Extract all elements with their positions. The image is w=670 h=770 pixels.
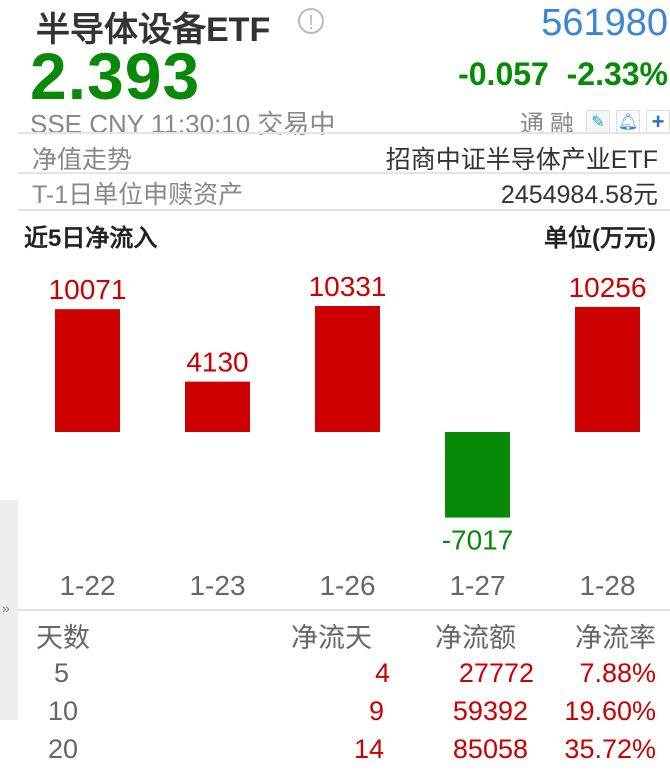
- bar-value-label: 10071: [49, 274, 127, 305]
- cell-inflow-amount: 27772: [458, 657, 534, 688]
- fund-name: 半导体设备ETF: [36, 11, 271, 49]
- bar-value-label: 4130: [186, 347, 248, 378]
- change-value: -0.057: [458, 56, 549, 92]
- bar-1-23: [185, 381, 250, 432]
- col-inflow-amount: 净流额: [435, 622, 516, 653]
- x-tick-label: 1-22: [59, 570, 115, 601]
- cell-inflow-days: 4: [374, 657, 390, 688]
- divider: [18, 209, 670, 211]
- cell-days: 5: [54, 657, 70, 688]
- cell-inflow-days: 14: [353, 733, 384, 764]
- divider: [18, 132, 670, 134]
- x-tick-label: 1-27: [449, 570, 505, 601]
- col-inflow-rate: 净流率: [575, 622, 656, 653]
- section-title: 近5日净流入: [24, 225, 158, 252]
- x-tick-label: 1-23: [189, 570, 245, 601]
- toolbar: 通 融 ✎ 🔔︎ +: [520, 104, 670, 139]
- table-row: 10 9 59392 19.60%: [30, 692, 656, 730]
- x-tick-label: 1-28: [579, 570, 635, 601]
- current-price: 2.393: [30, 39, 201, 113]
- cell-inflow-rate: 19.60%: [564, 695, 656, 726]
- cell-inflow-rate: 35.72%: [564, 733, 656, 764]
- change-percent: -2.33%: [566, 56, 668, 92]
- cell-inflow-amount: 59392: [452, 695, 528, 726]
- info-label: T-1日单位申赎资产: [32, 181, 244, 209]
- bar-1-26: [315, 306, 380, 432]
- info-circle-icon[interactable]: !: [298, 8, 324, 34]
- bell-icon[interactable]: 🔔︎: [616, 109, 640, 134]
- info-row-assets: T-1日单位申赎资产 2454984.58元: [32, 175, 658, 211]
- divider: [18, 609, 670, 611]
- fund-code: 561980: [541, 2, 668, 44]
- table-row: 5 4 27772 7.88%: [30, 654, 656, 692]
- divider: [18, 172, 670, 174]
- bar-value-label: 10331: [309, 271, 387, 302]
- plus-icon[interactable]: +: [646, 109, 670, 134]
- bar-value-label: 10256: [569, 272, 647, 303]
- table-row: 20 14 85058 35.72%: [30, 730, 656, 768]
- expand-icon[interactable]: »: [2, 600, 10, 616]
- cell-inflow-rate: 7.88%: [579, 657, 656, 688]
- info-value: 招商中证半导体产业ETF: [385, 146, 658, 174]
- info-label: 净值走势: [32, 146, 133, 174]
- col-inflow-days: 净流天: [291, 622, 372, 653]
- market-meta: SSE CNY 11:30:10 交易中: [30, 109, 336, 139]
- col-days: 天数: [36, 622, 90, 653]
- cell-days: 10: [48, 695, 79, 726]
- net-inflow-chart: 10071 1-22 4130 1-23 10331 1-26 -7017 1-27 10256…: [49, 271, 647, 601]
- cell-inflow-amount: 85058: [452, 733, 528, 764]
- bar-value-label: -7017: [442, 525, 514, 556]
- cell-inflow-days: 9: [368, 695, 384, 726]
- bar-1-22: [55, 309, 120, 432]
- section-header: 近5日净流入 单位(万元): [24, 218, 656, 253]
- price-change: -0.057 -2.33%: [458, 56, 668, 93]
- side-panel-handle[interactable]: [0, 500, 18, 720]
- section-unit: 单位(万元): [544, 225, 656, 252]
- bar-1-27: [445, 432, 510, 518]
- inflow-table: 天数 净流天 净流额 净流率 5 4 27772 7.88% 10 9 5939…: [30, 616, 656, 768]
- info-value: 2454984.58元: [500, 181, 658, 209]
- info-row-nav[interactable]: 净值走势 招商中证半导体产业ETF: [32, 140, 658, 176]
- pencil-icon[interactable]: ✎: [586, 109, 610, 134]
- cell-days: 20: [48, 733, 79, 764]
- table-header: 天数 净流天 净流额 净流率: [30, 616, 656, 654]
- x-tick-label: 1-26: [319, 570, 375, 601]
- bar-1-28: [575, 306, 640, 432]
